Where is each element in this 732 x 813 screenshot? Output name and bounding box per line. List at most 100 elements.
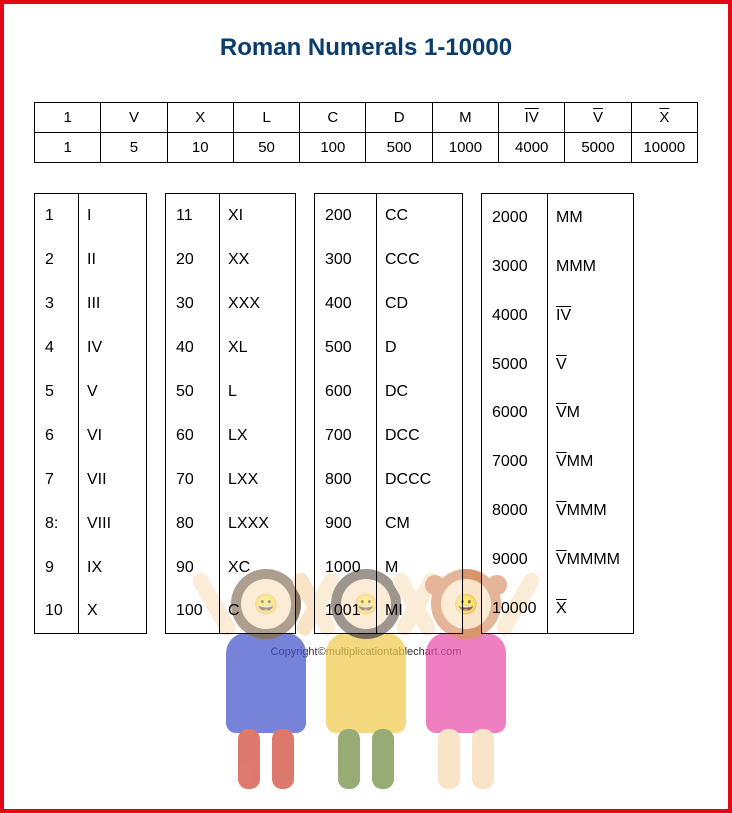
table-row: 3000MMM	[482, 242, 634, 291]
table-row: 7VII	[35, 458, 147, 502]
roman-numeral: L	[220, 370, 296, 414]
value-cell: 4000	[499, 133, 565, 163]
table-row: 9000VMMMM	[482, 536, 634, 585]
roman-numeral: III	[79, 282, 147, 326]
table-row: 11XI	[166, 194, 296, 238]
roman-numeral: DCCC	[377, 458, 463, 502]
arabic-numeral: 90	[166, 546, 220, 590]
table-row: 400CD	[315, 282, 463, 326]
table-row: 8000VMMM	[482, 487, 634, 536]
table-row: 1001MI	[315, 590, 463, 634]
table-row: 800DCCC	[315, 458, 463, 502]
roman-numeral: IV	[79, 326, 147, 370]
table-row: 70LXX	[166, 458, 296, 502]
arabic-numeral: 2000	[482, 194, 548, 243]
table-row: 6000VM	[482, 389, 634, 438]
roman-numeral: X	[79, 590, 147, 634]
roman-numeral: CC	[377, 194, 463, 238]
numeral-column: 11XI20XX30XXX40XL50L60LX70LXX80LXXX90XC1…	[165, 193, 296, 634]
roman-numeral: XI	[220, 194, 296, 238]
symbol-cell: V	[101, 103, 167, 133]
table-row: 6VI	[35, 414, 147, 458]
value-row: 15105010050010004000500010000	[35, 133, 698, 163]
symbol-cell: C	[300, 103, 366, 133]
table-row: 50L	[166, 370, 296, 414]
roman-numeral: DC	[377, 370, 463, 414]
symbol-row: 1VXLCDMIVVX	[35, 103, 698, 133]
arabic-numeral: 40	[166, 326, 220, 370]
table-row: 100C	[166, 590, 296, 634]
arabic-numeral: 3	[35, 282, 79, 326]
roman-numeral: IV	[548, 291, 634, 340]
arabic-numeral: 100	[166, 590, 220, 634]
roman-numeral: VI	[79, 414, 147, 458]
page-title: Roman Numerals 1-10000	[34, 34, 698, 62]
symbol-reference-table: 1VXLCDMIVVX 1510501005001000400050001000…	[34, 102, 698, 163]
symbol-cell: M	[432, 103, 498, 133]
roman-numeral: LXXX	[220, 502, 296, 546]
table-row: 900CM	[315, 502, 463, 546]
table-row: 5000V	[482, 340, 634, 389]
roman-numeral: C	[220, 590, 296, 634]
arabic-numeral: 200	[315, 194, 377, 238]
roman-numeral: CM	[377, 502, 463, 546]
roman-numeral: X	[548, 585, 634, 634]
roman-numeral: IX	[79, 546, 147, 590]
arabic-numeral: 900	[315, 502, 377, 546]
table-row: 40XL	[166, 326, 296, 370]
roman-numeral: CCC	[377, 238, 463, 282]
table-row: 4IV	[35, 326, 147, 370]
roman-numeral: MM	[548, 194, 634, 243]
table-row: 4000IV	[482, 291, 634, 340]
arabic-numeral: 6	[35, 414, 79, 458]
table-row: 200CC	[315, 194, 463, 238]
arabic-numeral: 7000	[482, 438, 548, 487]
roman-numeral: D	[377, 326, 463, 370]
table-row: 1I	[35, 194, 147, 238]
value-cell: 500	[366, 133, 432, 163]
symbol-cell: V	[565, 103, 631, 133]
arabic-numeral: 6000	[482, 389, 548, 438]
roman-numeral: MI	[377, 590, 463, 634]
roman-numeral: VMMMM	[548, 536, 634, 585]
table-row: 7000VMM	[482, 438, 634, 487]
arabic-numeral: 8000	[482, 487, 548, 536]
numeral-columns: 1I2II3III4IV5V6VI7VII8:VIII9IX10X11XI20X…	[34, 193, 698, 634]
arabic-numeral: 3000	[482, 242, 548, 291]
table-row: 30XXX	[166, 282, 296, 326]
table-row: 10000X	[482, 585, 634, 634]
arabic-numeral: 2	[35, 238, 79, 282]
arabic-numeral: 1	[35, 194, 79, 238]
arabic-numeral: 800	[315, 458, 377, 502]
value-cell: 50	[233, 133, 299, 163]
arabic-numeral: 30	[166, 282, 220, 326]
roman-numeral: LX	[220, 414, 296, 458]
arabic-numeral: 1000	[315, 546, 377, 590]
arabic-numeral: 300	[315, 238, 377, 282]
table-row: 3III	[35, 282, 147, 326]
arabic-numeral: 9	[35, 546, 79, 590]
symbol-cell: 1	[35, 103, 101, 133]
table-row: 20XX	[166, 238, 296, 282]
table-row: 600DC	[315, 370, 463, 414]
arabic-numeral: 700	[315, 414, 377, 458]
table-row: 300CCC	[315, 238, 463, 282]
roman-numeral: LXX	[220, 458, 296, 502]
roman-numeral: VIII	[79, 502, 147, 546]
table-row: 2II	[35, 238, 147, 282]
roman-numeral: XL	[220, 326, 296, 370]
roman-numeral: I	[79, 194, 147, 238]
value-cell: 5000	[565, 133, 631, 163]
numeral-column: 200CC300CCC400CD500D600DC700DCC800DCCC90…	[314, 193, 463, 634]
roman-numeral: V	[79, 370, 147, 414]
numeral-column: 1I2II3III4IV5V6VI7VII8:VIII9IX10X	[34, 193, 147, 634]
arabic-numeral: 50	[166, 370, 220, 414]
table-row: 9IX	[35, 546, 147, 590]
arabic-numeral: 400	[315, 282, 377, 326]
roman-numeral: CD	[377, 282, 463, 326]
value-cell: 10	[167, 133, 233, 163]
arabic-numeral: 60	[166, 414, 220, 458]
arabic-numeral: 7	[35, 458, 79, 502]
symbol-cell: X	[631, 103, 697, 133]
symbol-cell: X	[167, 103, 233, 133]
